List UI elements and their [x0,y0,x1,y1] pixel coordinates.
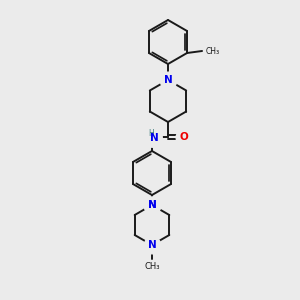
Text: N: N [150,133,158,143]
Text: N: N [148,200,156,210]
Text: CH₃: CH₃ [144,262,160,271]
Text: N: N [164,75,172,85]
Text: N: N [148,240,156,250]
Text: O: O [180,132,188,142]
Text: N: N [148,200,156,210]
Text: H: H [148,130,154,139]
Text: CH₃: CH₃ [206,46,220,56]
